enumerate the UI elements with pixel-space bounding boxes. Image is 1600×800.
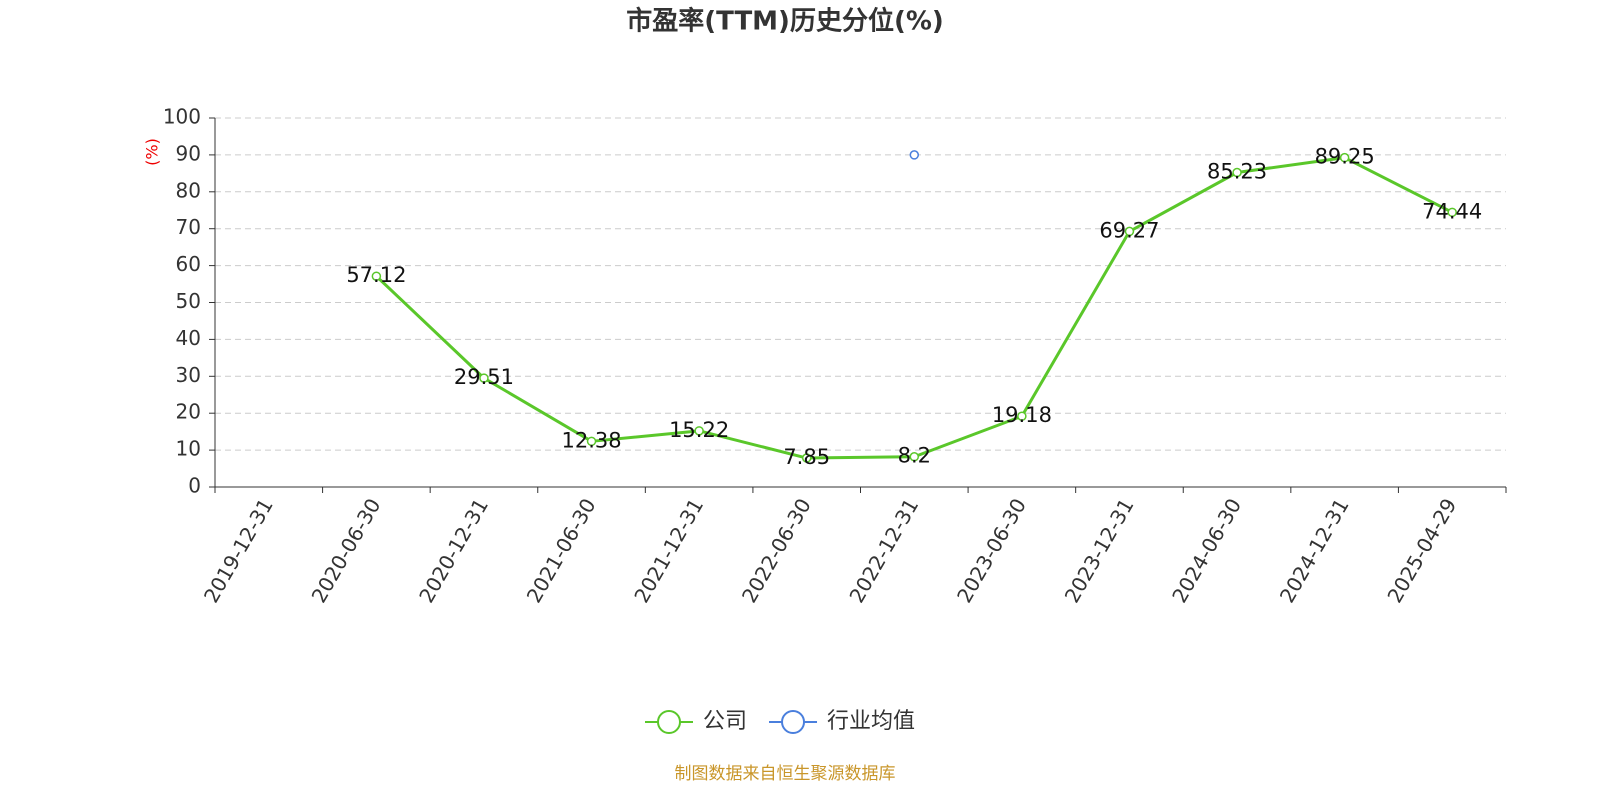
y-tick-label: 90 <box>176 141 201 165</box>
x-tick-label: 2020-06-30 <box>307 494 386 607</box>
x-tick-label: 2021-06-30 <box>522 494 601 607</box>
x-tick-label: 2020-12-31 <box>414 494 493 607</box>
data-label: 19.18 <box>992 403 1052 427</box>
data-label: 57.12 <box>346 263 406 287</box>
data-point <box>909 150 920 160</box>
y-tick-label: 0 <box>188 474 201 498</box>
data-point <box>1124 226 1135 237</box>
x-tick-label: 2024-06-30 <box>1167 494 1246 607</box>
y-tick-label: 10 <box>176 437 201 461</box>
legend-label: 行业均值 <box>827 709 915 734</box>
data-label: 74.44 <box>1422 199 1482 223</box>
x-tick-label: 2022-06-30 <box>737 494 816 607</box>
data-label: 69.27 <box>1099 218 1159 242</box>
x-tick-label: 2024-12-31 <box>1275 494 1354 607</box>
data-label: 29.51 <box>454 365 514 389</box>
y-tick-label: 30 <box>176 363 201 387</box>
data-label: 8.2 <box>898 444 931 468</box>
data-point <box>586 436 597 447</box>
legend-marker <box>657 710 681 734</box>
data-point <box>1017 411 1027 421</box>
y-tick-label: 40 <box>176 326 201 350</box>
y-tick-label: 60 <box>176 252 201 276</box>
y-tick-label: 50 <box>176 289 201 313</box>
data-label: 15.22 <box>669 418 729 442</box>
y-axis-label: (%) <box>143 138 162 166</box>
legend-marker <box>781 710 806 734</box>
y-tick-label: 70 <box>176 215 201 239</box>
x-tick-label: 2019-12-31 <box>199 494 278 607</box>
chart-title: 市盈率(TTM)历史分位(%) <box>626 6 944 37</box>
data-point <box>694 426 704 436</box>
data-label: 89.25 <box>1315 145 1375 169</box>
legend-label: 公司 <box>703 709 747 734</box>
data-point <box>801 453 812 463</box>
y-tick-label: 20 <box>176 400 201 424</box>
data-point <box>479 373 489 383</box>
y-tick-label: 100 <box>163 105 201 129</box>
data-point <box>1339 152 1350 163</box>
x-tick-label: 2022-12-31 <box>844 494 923 607</box>
data-point <box>1447 207 1457 218</box>
x-tick-label: 2023-12-31 <box>1060 494 1139 607</box>
y-tick-label: 80 <box>176 178 201 202</box>
data-point <box>909 451 920 462</box>
data-label: 85.23 <box>1207 160 1267 184</box>
x-tick-label: 2023-06-30 <box>952 494 1031 607</box>
data-label: 7.85 <box>783 445 830 469</box>
data-point <box>371 271 382 281</box>
data-point <box>1232 167 1242 178</box>
x-tick-label: 2021-12-31 <box>629 494 708 607</box>
source-note: 制图数据来自恒生聚源数据库 <box>675 764 896 784</box>
data-label: 12.38 <box>561 428 621 452</box>
x-tick-label: 2025-04-29 <box>1382 494 1461 607</box>
